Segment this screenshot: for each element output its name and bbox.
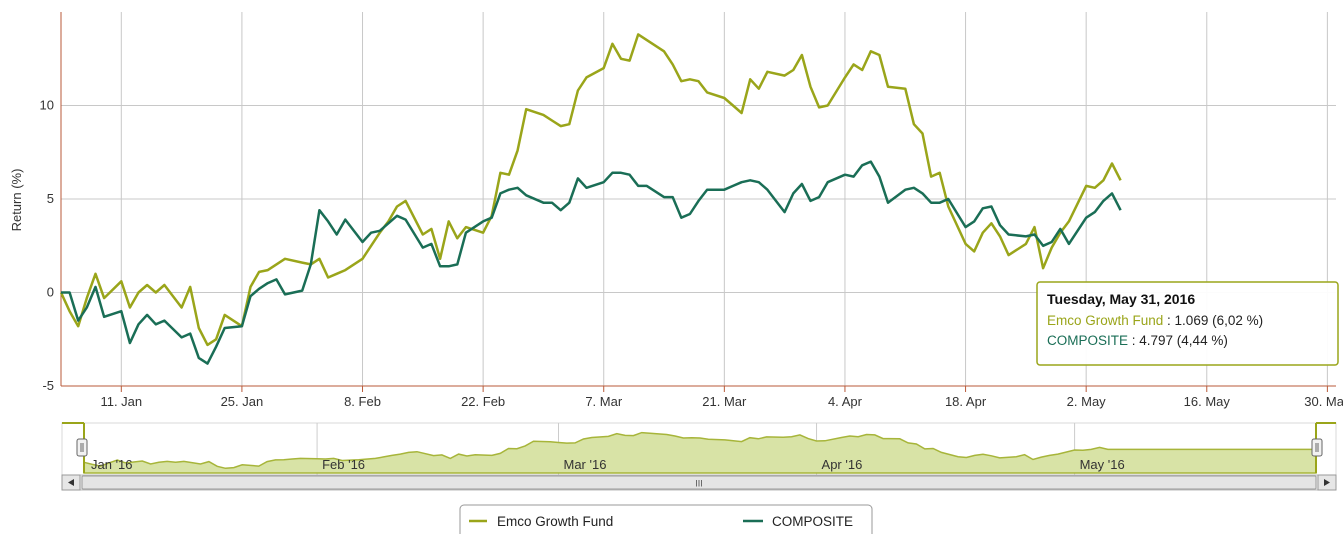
tooltip-row-fund-name: Emco Growth Fund bbox=[1047, 313, 1163, 328]
x-tick-label: 2. May bbox=[1067, 394, 1107, 409]
navigator-labels: Jan '16 Feb '16 Mar '16 Apr '16 May '16 bbox=[91, 457, 1125, 472]
y-tick-label: 5 bbox=[47, 191, 54, 206]
tooltip-box bbox=[1036, 281, 1339, 366]
tooltip-row-composite-value: : 4.797 (4,44 %) bbox=[1128, 333, 1228, 348]
x-tick-labels: 11. Jan 25. Jan 8. Feb 22. Feb 7. Mar 21. Mar… bbox=[100, 394, 1343, 409]
x-tick-label: 11. Jan bbox=[100, 394, 142, 409]
legend-item-emco[interactable]: Emco Growth Fund bbox=[469, 514, 613, 529]
scrollbar-thumb[interactable] bbox=[81, 475, 1317, 490]
tooltip-title: Tuesday, May 31, 2016 bbox=[1047, 291, 1195, 307]
navigator-label: Jan '16 bbox=[91, 457, 133, 472]
navigator-area bbox=[83, 431, 1317, 474]
x-tick-label: 22. Feb bbox=[461, 394, 505, 409]
navigator-label: Feb '16 bbox=[322, 457, 365, 472]
x-tick-label: 25. Jan bbox=[221, 394, 264, 409]
arrow-left-icon bbox=[68, 479, 74, 486]
y-tick-labels: -5 0 5 10 bbox=[40, 98, 54, 394]
navigator[interactable]: Jan '16 Feb '16 Mar '16 Apr '16 May '16 bbox=[61, 422, 1337, 476]
y-tick-label: 10 bbox=[40, 98, 54, 113]
x-tick-label: 21. Mar bbox=[702, 394, 747, 409]
tooltip-row-fund: Emco Growth Fund : 1.069 (6,02 %) bbox=[1047, 313, 1263, 328]
x-tick-label: 7. Mar bbox=[585, 394, 623, 409]
navigator-label: Mar '16 bbox=[563, 457, 606, 472]
navigator-left-handle[interactable] bbox=[76, 438, 88, 457]
navigator-label: Apr '16 bbox=[822, 457, 863, 472]
x-tick-label: 16. May bbox=[1184, 394, 1231, 409]
x-tick-label: 8. Feb bbox=[344, 394, 381, 409]
series-line-composite[interactable] bbox=[61, 160, 1122, 365]
tooltip: Tuesday, May 31, 2016 Emco Growth Fund :… bbox=[1036, 281, 1339, 366]
y-axis-label: Return (%) bbox=[9, 169, 24, 232]
y-tick-label: 0 bbox=[47, 285, 54, 300]
arrow-right-icon bbox=[1324, 479, 1330, 486]
x-tick-label: 30. May bbox=[1304, 394, 1343, 409]
legend-label-composite: COMPOSITE bbox=[772, 514, 853, 529]
tooltip-row-composite: COMPOSITE : 4.797 (4,44 %) bbox=[1047, 333, 1228, 348]
series-line-emco-growth-fund[interactable] bbox=[59, 33, 1122, 347]
navigator-label: May '16 bbox=[1080, 457, 1125, 472]
legend: Emco Growth Fund COMPOSITE bbox=[459, 504, 873, 534]
x-tick-label: 18. Apr bbox=[945, 394, 987, 409]
legend-box bbox=[459, 504, 873, 534]
x-tick-label: 4. Apr bbox=[828, 394, 863, 409]
scrollbar[interactable]: III bbox=[61, 474, 1337, 491]
tooltip-row-fund-value: : 1.069 (6,02 %) bbox=[1163, 313, 1263, 328]
navigator-right-handle[interactable] bbox=[1311, 438, 1323, 457]
legend-item-composite[interactable]: COMPOSITE bbox=[743, 514, 853, 529]
y-tick-label: -5 bbox=[42, 378, 54, 393]
series-lines bbox=[59, 33, 1122, 365]
tooltip-row-composite-name: COMPOSITE bbox=[1047, 333, 1128, 348]
scrollbar-grip: III bbox=[695, 479, 703, 489]
legend-label-emco: Emco Growth Fund bbox=[497, 514, 613, 529]
